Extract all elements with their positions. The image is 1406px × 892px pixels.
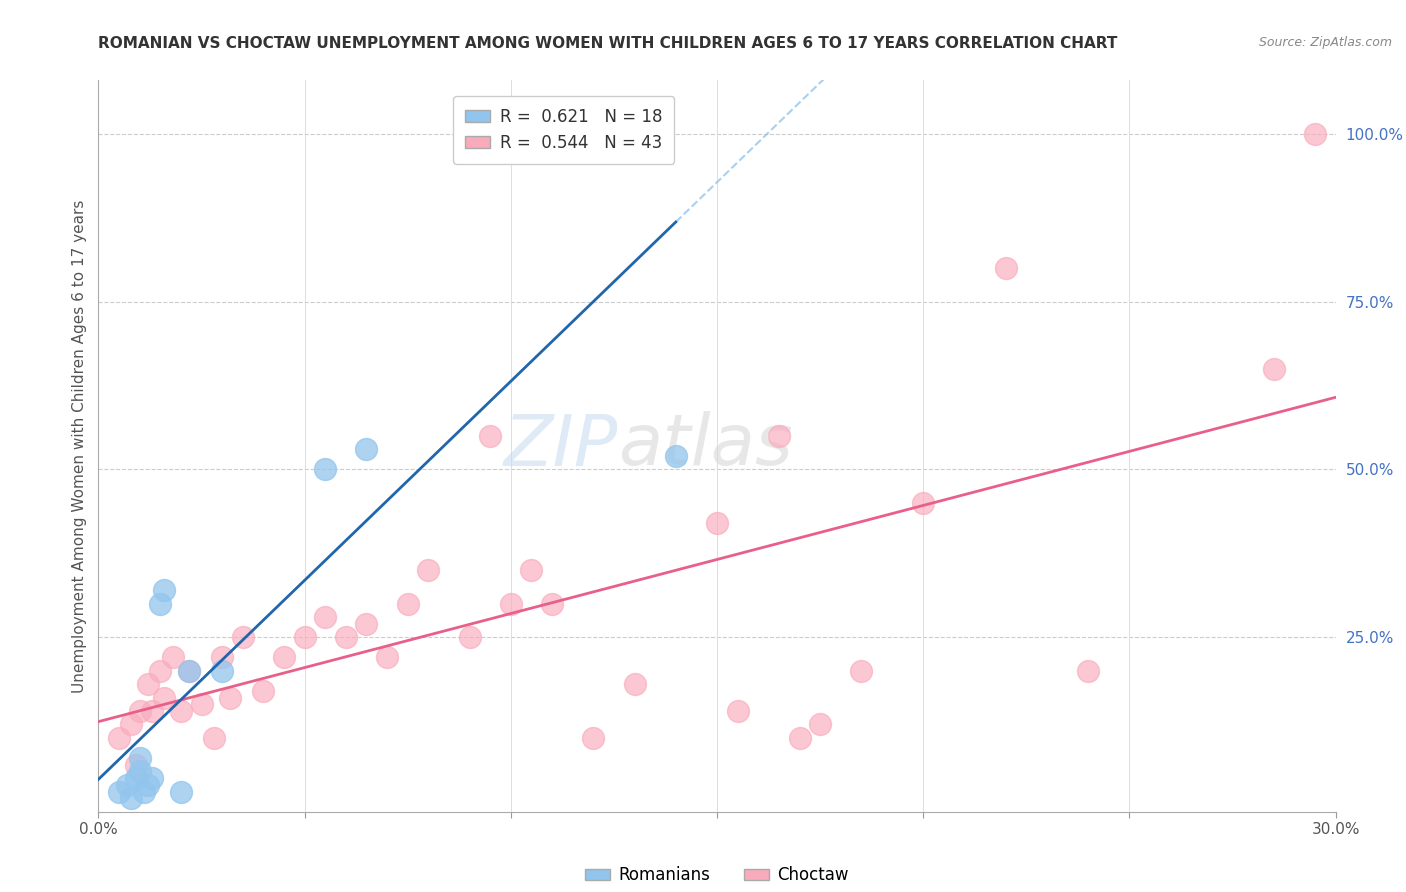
Text: Source: ZipAtlas.com: Source: ZipAtlas.com xyxy=(1258,36,1392,49)
Romanians xyxy=(136,778,159,792)
Legend: Romanians, Choctaw: Romanians, Choctaw xyxy=(579,860,855,891)
Romanians xyxy=(153,583,176,598)
Choctaw xyxy=(219,690,242,705)
Choctaw xyxy=(335,630,357,644)
Romanians xyxy=(124,771,146,785)
Choctaw xyxy=(120,717,142,731)
Choctaw xyxy=(128,704,150,718)
Romanians xyxy=(179,664,201,678)
Text: atlas: atlas xyxy=(619,411,793,481)
Choctaw xyxy=(1263,361,1285,376)
Choctaw xyxy=(727,704,749,718)
Choctaw xyxy=(162,650,184,665)
Choctaw xyxy=(232,630,254,644)
Choctaw xyxy=(706,516,728,531)
Romanians xyxy=(120,791,142,805)
Choctaw xyxy=(418,563,440,577)
Choctaw xyxy=(375,650,398,665)
Choctaw xyxy=(141,704,163,718)
Y-axis label: Unemployment Among Women with Children Ages 6 to 17 years: Unemployment Among Women with Children A… xyxy=(72,199,87,693)
Romanians xyxy=(211,664,233,678)
Choctaw xyxy=(170,704,193,718)
Choctaw xyxy=(520,563,543,577)
Romanians xyxy=(356,442,378,457)
Choctaw xyxy=(252,684,274,698)
Choctaw xyxy=(108,731,131,745)
Romanians xyxy=(665,449,688,463)
Choctaw xyxy=(190,698,212,712)
Romanians xyxy=(314,462,336,476)
Romanians xyxy=(108,784,131,798)
Choctaw xyxy=(179,664,201,678)
Text: ZIP: ZIP xyxy=(503,411,619,481)
Romanians xyxy=(149,597,172,611)
Choctaw xyxy=(396,597,419,611)
Choctaw xyxy=(294,630,316,644)
Text: ROMANIAN VS CHOCTAW UNEMPLOYMENT AMONG WOMEN WITH CHILDREN AGES 6 TO 17 YEARS CO: ROMANIAN VS CHOCTAW UNEMPLOYMENT AMONG W… xyxy=(98,36,1118,51)
Choctaw xyxy=(1077,664,1099,678)
Choctaw xyxy=(582,731,605,745)
Romanians xyxy=(117,778,139,792)
Choctaw xyxy=(211,650,233,665)
Choctaw xyxy=(136,677,159,691)
Romanians xyxy=(458,140,481,154)
Romanians xyxy=(170,784,193,798)
Choctaw xyxy=(153,690,176,705)
Choctaw xyxy=(499,597,522,611)
Choctaw xyxy=(808,717,831,731)
Romanians xyxy=(128,764,150,779)
Choctaw xyxy=(912,496,935,510)
Romanians xyxy=(128,751,150,765)
Choctaw xyxy=(789,731,811,745)
Choctaw xyxy=(124,757,146,772)
Choctaw xyxy=(994,261,1017,276)
Choctaw xyxy=(541,597,564,611)
Choctaw xyxy=(458,630,481,644)
Choctaw xyxy=(273,650,295,665)
Choctaw xyxy=(314,610,336,624)
Choctaw xyxy=(149,664,172,678)
Choctaw xyxy=(479,429,502,443)
Choctaw xyxy=(851,664,873,678)
Choctaw xyxy=(623,677,645,691)
Romanians xyxy=(141,771,163,785)
Choctaw xyxy=(1303,127,1326,141)
Choctaw xyxy=(356,616,378,631)
Romanians xyxy=(132,784,155,798)
Choctaw xyxy=(202,731,225,745)
Choctaw xyxy=(768,429,790,443)
